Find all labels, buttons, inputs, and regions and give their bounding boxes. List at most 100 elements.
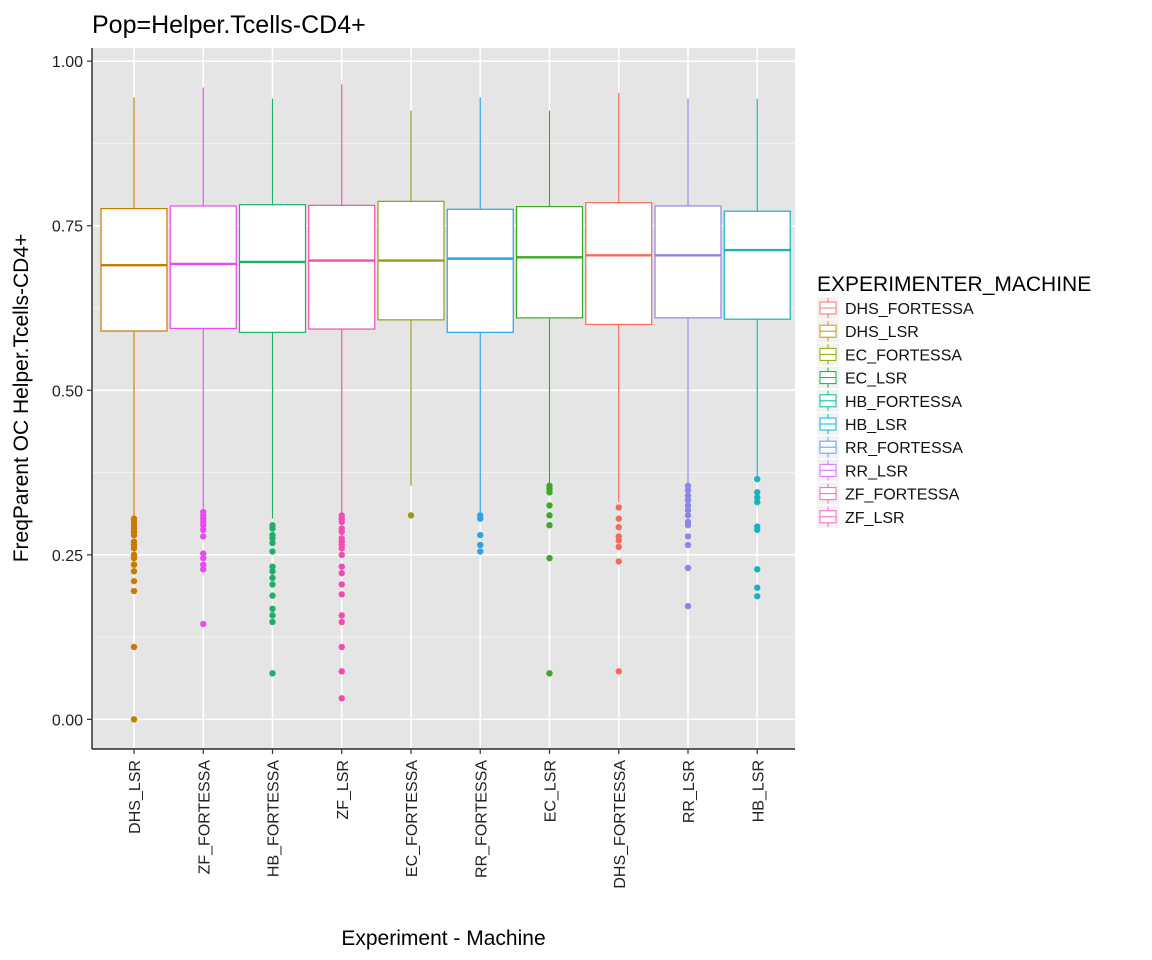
outlier-point <box>754 489 761 496</box>
legend-entry-DHS_LSR: DHS_LSR <box>817 320 919 343</box>
x-tick-label: RR_FORTESSA <box>473 760 490 878</box>
legend-entry-EC_FORTESSA: EC_FORTESSA <box>817 343 962 366</box>
outlier-point <box>477 541 484 549</box>
legend-entry-ZF_LSR: ZF_LSR <box>817 505 905 528</box>
outlier-point <box>754 566 761 573</box>
outlier-point <box>684 533 692 540</box>
outlier-point <box>684 502 692 509</box>
box-HB_LSR <box>723 98 791 600</box>
outlier-point <box>338 581 345 588</box>
outlier-point <box>615 543 622 551</box>
outlier-point <box>269 568 276 575</box>
outlier-point <box>200 620 207 628</box>
legend-entry-RR_LSR: RR_LSR <box>817 459 908 482</box>
outlier-point <box>754 498 761 506</box>
outlier-point <box>684 506 692 514</box>
x-tick-label: HB_FORTESSA <box>266 760 283 877</box>
box-EC_LSR <box>515 110 584 677</box>
outlier-point <box>130 577 138 585</box>
outlier-point <box>130 515 138 522</box>
legend-label: HB_FORTESSA <box>845 394 962 411</box>
legend-entry-HB_FORTESSA: HB_FORTESSA <box>817 389 962 412</box>
x-tick-label: RR_LSR <box>681 760 698 823</box>
outlier-point <box>477 531 484 539</box>
outlier-point <box>200 550 207 557</box>
y-axis-title: FreqParent OC Helper.Tcells-CD4+ <box>10 234 33 563</box>
outlier-point <box>615 558 622 565</box>
x-tick-label: ZF_LSR <box>335 760 352 820</box>
outlier-point <box>684 487 692 494</box>
outlier-point <box>269 548 276 555</box>
outlier-point <box>407 512 415 519</box>
legend-label: DHS_FORTESSA <box>845 301 974 318</box>
y-tick-label: 0.75 <box>52 219 83 236</box>
legend-label: DHS_LSR <box>845 324 919 341</box>
outlier-point <box>546 512 553 519</box>
box-iqr <box>723 210 791 320</box>
x-axis-ticks: DHS_LSR ZF_FORTESSA HB_FORTESSA ZF_LSR EC_FO… <box>127 749 767 889</box>
outlier-point <box>130 568 138 575</box>
x-tick-label: EC_LSR <box>543 760 560 822</box>
box-ZF_LSR <box>308 84 376 702</box>
box-iqr <box>308 204 376 330</box>
outlier-point <box>338 695 345 702</box>
outlier-point <box>477 548 484 555</box>
outlier-point <box>269 670 276 677</box>
outlier-point <box>269 522 276 529</box>
outlier-point <box>684 518 692 526</box>
legend-label: RR_LSR <box>845 463 908 480</box>
legend-label: HB_LSR <box>845 417 907 434</box>
outlier-point <box>200 508 207 516</box>
outlier-point <box>269 618 276 626</box>
outlier-point <box>269 605 276 612</box>
legend-title: EXPERIMENTER_MACHINE <box>817 273 1091 296</box>
outlier-point <box>477 512 484 519</box>
legend-entry-HB_LSR: HB_LSR <box>817 413 907 435</box>
x-tick-label: EC_FORTESSA <box>404 760 421 877</box>
outlier-point <box>684 482 692 489</box>
outlier-point <box>546 670 553 677</box>
outlier-point <box>615 504 622 511</box>
outlier-point <box>130 538 138 545</box>
outlier-point <box>754 593 761 600</box>
legend-label: EC_LSR <box>845 371 907 388</box>
box-iqr <box>654 205 722 319</box>
outlier-point <box>130 551 138 559</box>
outlier-point <box>684 492 692 499</box>
outlier-point <box>200 526 207 534</box>
outlier-point <box>338 668 345 675</box>
outlier-point <box>338 570 345 577</box>
outlier-point <box>754 475 761 483</box>
box-EC_FORTESSA <box>377 110 445 519</box>
legend-entry-EC_LSR: EC_LSR <box>817 366 907 389</box>
plot-panel <box>92 48 795 749</box>
outlier-point <box>338 525 345 532</box>
outlier-point <box>200 566 207 573</box>
legend-label: EC_FORTESSA <box>845 347 962 364</box>
outlier-point <box>130 716 138 723</box>
outlier-point <box>338 535 345 542</box>
outlier-point <box>130 587 138 595</box>
y-axis-ticks: 0.00 0.25 0.50 0.75 1.00 <box>52 54 92 729</box>
box-ZF_FORTESSA <box>169 87 237 628</box>
box-DHS_LSR <box>100 97 168 723</box>
legend-label: RR_FORTESSA <box>845 440 963 457</box>
x-tick-label: ZF_FORTESSA <box>196 760 213 875</box>
box-iqr <box>515 206 584 319</box>
outlier-point <box>130 643 138 651</box>
outlier-point <box>684 496 692 504</box>
y-tick-label: 0.00 <box>52 712 83 729</box>
box-HB_FORTESSA <box>238 98 307 677</box>
outlier-point <box>546 554 553 562</box>
outlier-point <box>754 584 761 591</box>
outlier-point <box>269 531 276 539</box>
outlier-point <box>269 539 276 547</box>
legend-entry-ZF_FORTESSA: ZF_FORTESSA <box>817 482 960 505</box>
outlier-point <box>338 612 345 619</box>
outlier-point <box>200 554 207 562</box>
box-DHS_FORTESSA <box>585 92 653 675</box>
box-series <box>100 84 791 723</box>
legend-entries: DHS_FORTESSA DHS_LSR EC_FORTESSA EC_LSR HB_F… <box>817 297 974 528</box>
outlier-point <box>269 612 276 619</box>
